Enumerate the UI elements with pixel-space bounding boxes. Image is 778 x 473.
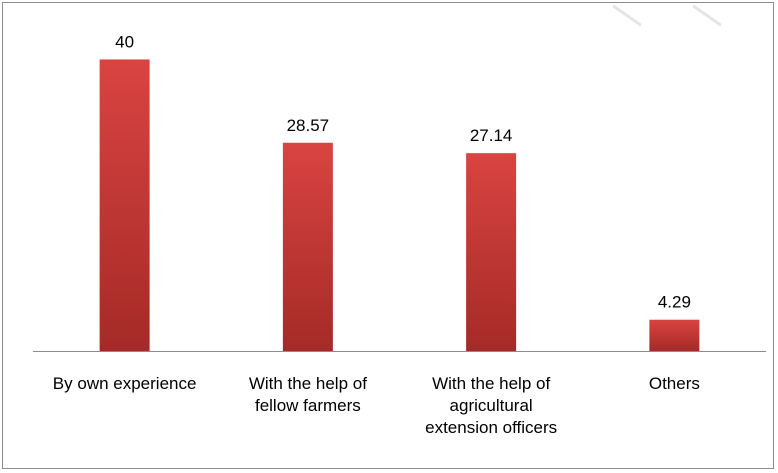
category-label-3: Others bbox=[648, 374, 700, 393]
bar-3 bbox=[649, 319, 700, 351]
data-label-3: 4.29 bbox=[658, 293, 691, 312]
data-labels-layer: 40 28.57 27.14 4.29 bbox=[115, 32, 691, 311]
data-label-1: 28.57 bbox=[287, 116, 330, 135]
bars-layer bbox=[99, 59, 700, 351]
bar-0 bbox=[99, 59, 150, 351]
bar-2 bbox=[466, 153, 517, 351]
bar-chart: 40 28.57 27.14 4.29 bbox=[33, 32, 766, 352]
category-label-1: With the help of fellow farmers bbox=[248, 374, 367, 415]
bar-1 bbox=[282, 142, 333, 351]
category-label-2: With the help of agricultural extension … bbox=[425, 374, 558, 437]
category-label-0: By own experience bbox=[52, 374, 197, 393]
data-label-2: 27.14 bbox=[470, 126, 513, 145]
data-label-0: 40 bbox=[115, 32, 134, 51]
chart-frame: 40 28.57 27.14 4.29 By own experience With t… bbox=[2, 2, 774, 469]
